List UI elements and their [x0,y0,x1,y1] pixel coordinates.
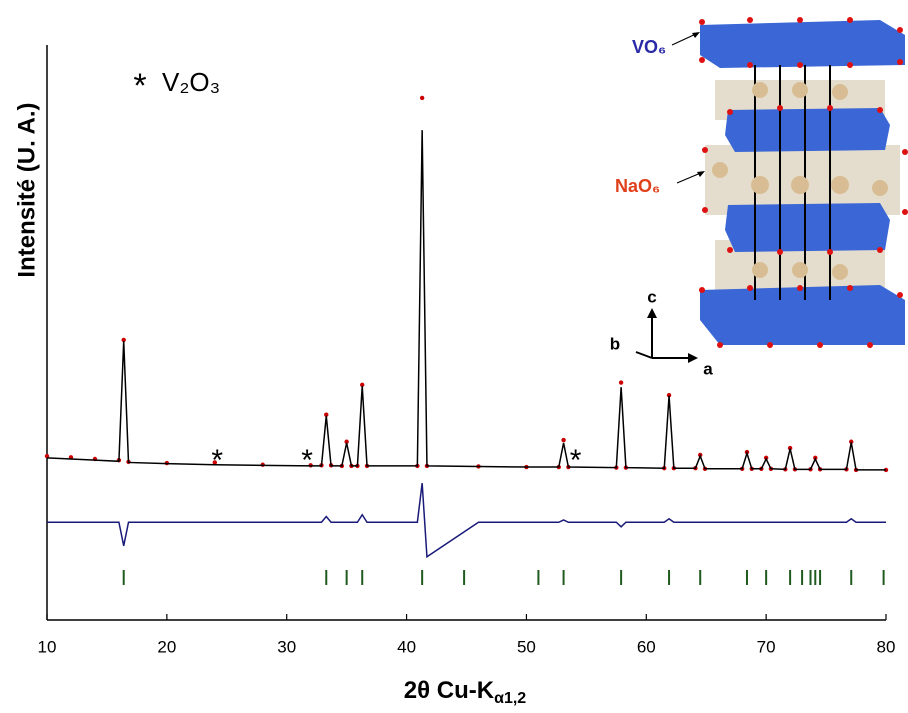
impurity-marker: * [570,444,582,477]
x-tick-label: 60 [637,637,656,656]
x-tick-label: 50 [517,637,536,656]
x-tick-label: 40 [397,637,416,656]
impurity-marker: * [211,444,223,477]
observed-point [419,95,425,101]
x-tick-label: 70 [757,637,776,656]
observed-point [212,460,217,465]
x-axis-label: 2θ Cu-Kα1,2 [404,677,526,707]
crystal-structure [635,17,908,363]
x-tick-label: 80 [877,637,896,656]
x-axis-label-subscript: α1,2 [494,690,526,707]
nao6-label: NaO₆ [615,176,660,196]
y-axis-label: Intensité (U. A.) [13,102,40,277]
observed-point [324,412,329,417]
vo6-label: VO₆ [632,37,666,57]
observed-point [787,445,793,451]
axis-a-label: a [703,359,713,378]
observed-point [666,392,672,398]
x-tick-label: 30 [277,637,296,656]
observed-point [360,382,365,388]
observed-point [344,439,349,444]
legend-marker: * [133,67,146,105]
series-line [46,130,886,471]
observed-point [849,439,854,444]
x-tick-label: 20 [157,637,176,656]
x-axis-label-main: 2θ Cu-K [404,677,495,704]
legend-label: V₂O₃ [162,67,220,97]
impurity-marker: * [301,444,313,477]
axis-c-label: c [647,287,656,306]
observed-point [561,437,566,443]
x-tick-label: 10 [38,637,57,656]
observed-point [618,380,624,385]
observed-point [121,337,126,343]
series-line [47,483,886,559]
axis-b-label: b [610,334,620,353]
